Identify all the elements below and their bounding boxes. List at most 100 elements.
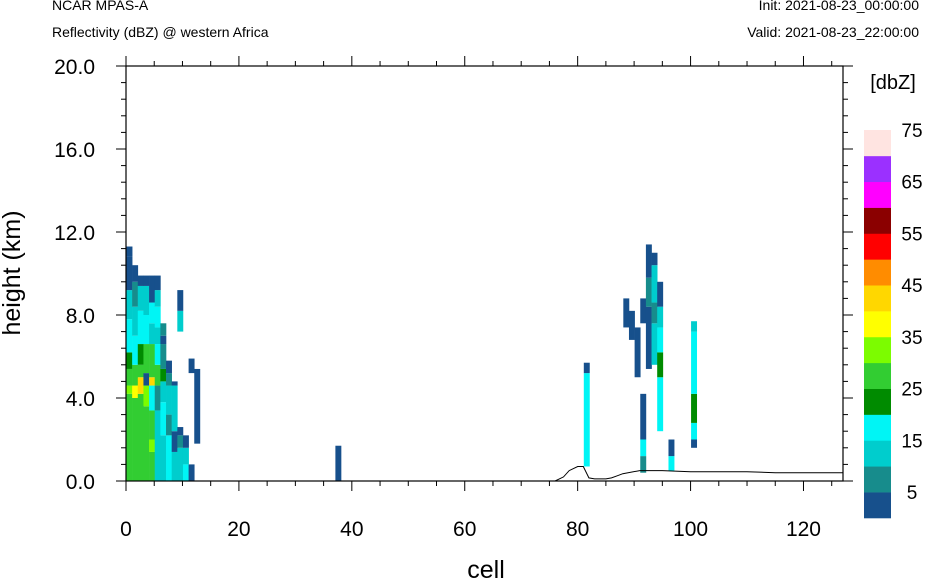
reflectivity-cell-0-0 [126, 393, 133, 481]
reflectivity-cell-93-1 [651, 302, 658, 324]
reflectivity-cell-9-2 [177, 427, 184, 436]
colorbar-swatch-10-15 [864, 440, 891, 467]
reflectivity-cell-9-4 [177, 290, 184, 311]
reflectivity-cell-0-1 [126, 385, 133, 394]
reflectivity-cell-6-4 [160, 344, 167, 369]
y-tick-label-16.0: 16.0 [54, 139, 95, 162]
reflectivity-cell-4-0 [149, 451, 156, 481]
reflectivity-cell-96-0 [668, 456, 675, 471]
reflectivity-cell-2-1 [137, 377, 144, 394]
reflectivity-cell-4-3 [149, 385, 156, 411]
reflectivity-cell-94-4 [657, 281, 664, 307]
reflectivity-cell-81-0 [583, 373, 590, 467]
init-time: Init: 2021-08-23_00:00:00 [758, 0, 919, 13]
reflectivity-cell-9-1 [177, 435, 184, 448]
reflectivity-cell-6-0 [160, 435, 167, 481]
reflectivity-cell-91-3 [640, 298, 647, 324]
reflectivity-cells [126, 244, 698, 481]
reflectivity-cell-10-2 [182, 435, 189, 448]
reflectivity-cell-4-7 [149, 302, 156, 324]
reflectivity-cell-2-4 [137, 310, 144, 345]
y-tick-label-4.0: 4.0 [66, 388, 95, 411]
reflectivity-cell-100-1 [691, 422, 698, 440]
reflectivity-cell-7-0 [166, 435, 172, 481]
reflectivity-cell-2-5 [137, 285, 144, 311]
terrain-profile [126, 466, 843, 482]
reflectivity-cell-9-3 [177, 310, 184, 332]
reflectivity-cell-88-0 [623, 298, 630, 328]
colorbar-tick-label-55: 55 [901, 225, 922, 246]
reflectivity-cell-1-2 [132, 364, 139, 386]
y-tick-label-20.0: 20.0 [54, 56, 95, 79]
reflectivity-cell-37-0 [335, 445, 342, 481]
reflectivity-cell-93-2 [651, 265, 658, 303]
reflectivity-cell-81-1 [583, 362, 590, 374]
colorbar-swatch-40-45 [864, 285, 891, 312]
reflectivity-cell-94-1 [657, 352, 664, 378]
reflectivity-cell-0-4 [126, 319, 133, 353]
reflectivity-cell-4-4 [149, 377, 156, 386]
reflectivity-cell-8-0 [171, 451, 178, 481]
reflectivity-cell-7-4 [166, 360, 172, 374]
y-tick-label-12.0: 12.0 [54, 222, 95, 245]
reflectivity-cell-11-1 [188, 358, 195, 374]
reflectivity-cell-1-1 [132, 385, 139, 398]
reflectivity-cell-0-6 [126, 256, 133, 291]
colorbar-tick-label-5: 5 [907, 483, 918, 504]
y-tick-label-0.0: 0.0 [66, 471, 95, 494]
colorbar-tick-label-25: 25 [901, 380, 922, 401]
colorbar-tick-label-35: 35 [901, 328, 922, 349]
x-tick-label-100: 100 [673, 518, 708, 541]
reflectivity-cell-7-3 [166, 373, 172, 386]
reflectivity-cell-4-2 [149, 410, 156, 440]
reflectivity-cell-94-3 [657, 306, 664, 328]
reflectivity-cell-6-1 [160, 402, 167, 436]
colorbar-swatch-50-55 [864, 233, 891, 260]
colorbar-swatch-70-75 [864, 130, 891, 157]
colorbar-swatch-65-70 [864, 155, 891, 183]
reflectivity-cell-100-3 [691, 331, 698, 394]
colorbar-swatch-5-10 [864, 466, 891, 493]
reflectivity-cell-2-3 [137, 344, 144, 365]
x-tick-label-120: 120 [786, 518, 821, 541]
colorbar-tick-label-65: 65 [901, 173, 922, 194]
reflectivity-cell-2-0 [137, 393, 144, 481]
reflectivity-cell-91-0 [640, 456, 647, 473]
x-axis: 0 20 40 60 80 100 120 [120, 56, 833, 541]
reflectivity-cell-91-1 [640, 439, 647, 457]
reflectivity-cell-0-3 [126, 352, 133, 369]
reflectivity-cell-5-3 [154, 344, 161, 365]
reflectivity-cell-5-5 [154, 306, 161, 328]
reflectivity-cell-5-1 [154, 385, 161, 411]
y-axis-label: height (km) [0, 210, 26, 335]
model-title: NCAR MPAS-A [52, 0, 149, 13]
x-tick-label-80: 80 [566, 518, 589, 541]
colorbar-label: [dbZ] [870, 72, 916, 94]
reflectivity-cell-8-3 [171, 381, 178, 386]
reflectivity-cell-1-4 [132, 306, 139, 336]
reflectivity-cell-94-2 [657, 327, 664, 353]
reflectivity-cell-10-0 [182, 464, 189, 481]
reflectivity-cell-0-2 [126, 368, 133, 386]
reflectivity-cell-0-7 [126, 246, 133, 257]
reflectivity-cell-6-5 [160, 335, 167, 345]
reflectivity-cell-3-2 [143, 373, 150, 386]
terrain-line [126, 466, 843, 482]
reflectivity-cell-90-0 [634, 327, 641, 378]
reflectivity-cell-92-0 [645, 306, 652, 369]
reflectivity-cell-1-6 [132, 265, 139, 282]
colorbar-tick-label-75: 75 [901, 121, 922, 142]
x-axis-label: cell [467, 556, 505, 580]
colorbar-tick-label-45: 45 [901, 276, 922, 297]
reflectivity-cell-6-6 [160, 323, 167, 336]
reflectivity-cell-4-6 [149, 323, 156, 345]
reflectivity-cell-5-0 [154, 410, 161, 481]
colorbar-swatch-0-5 [864, 492, 891, 519]
valid-time: Valid: 2021-08-23_22:00:00 [747, 24, 919, 40]
reflectivity-cell-7-2 [166, 385, 172, 415]
reflectivity-cell-1-0 [132, 398, 139, 481]
colorbar-swatch-35-40 [864, 311, 891, 338]
x-tick-label-40: 40 [340, 518, 363, 541]
reflectivity-cell-4-5 [149, 344, 156, 378]
